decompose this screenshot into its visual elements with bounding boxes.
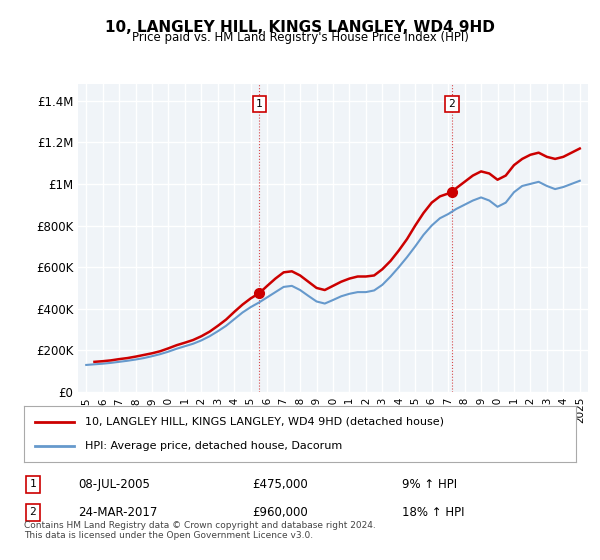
Text: HPI: Average price, detached house, Dacorum: HPI: Average price, detached house, Daco… [85,441,342,451]
Text: £960,000: £960,000 [252,506,308,519]
Text: Contains HM Land Registry data © Crown copyright and database right 2024.
This d: Contains HM Land Registry data © Crown c… [24,521,376,540]
Text: 2: 2 [29,507,37,517]
Text: 1: 1 [256,99,263,109]
Text: Price paid vs. HM Land Registry's House Price Index (HPI): Price paid vs. HM Land Registry's House … [131,31,469,44]
Text: 08-JUL-2005: 08-JUL-2005 [78,478,150,491]
Text: £475,000: £475,000 [252,478,308,491]
Text: 10, LANGLEY HILL, KINGS LANGLEY, WD4 9HD (detached house): 10, LANGLEY HILL, KINGS LANGLEY, WD4 9HD… [85,417,444,427]
Text: 24-MAR-2017: 24-MAR-2017 [78,506,157,519]
Text: 9% ↑ HPI: 9% ↑ HPI [402,478,457,491]
Text: 1: 1 [29,479,37,489]
Text: 2: 2 [449,99,455,109]
Text: 18% ↑ HPI: 18% ↑ HPI [402,506,464,519]
Text: 10, LANGLEY HILL, KINGS LANGLEY, WD4 9HD: 10, LANGLEY HILL, KINGS LANGLEY, WD4 9HD [105,20,495,35]
